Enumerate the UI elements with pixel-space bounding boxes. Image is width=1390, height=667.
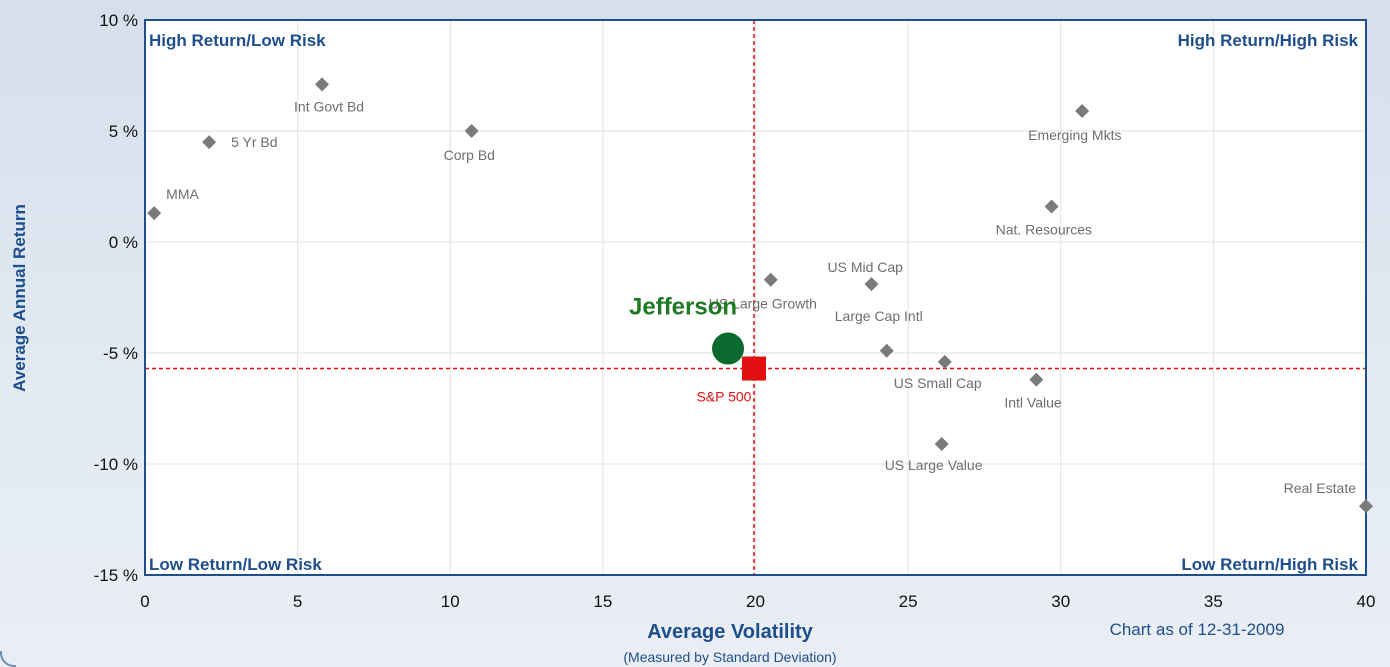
data-point-label: US Small Cap [894, 375, 982, 391]
data-point-label: Large Cap Intl [835, 308, 923, 324]
highlight-points: Jefferson S&P 500 [629, 294, 766, 405]
data-point-label: MMA [166, 186, 199, 202]
data-point-label: US Mid Cap [827, 259, 903, 275]
data-point-label: Corp Bd [444, 147, 495, 163]
chart-date-note: Chart as of 12-31-2009 [1110, 620, 1285, 639]
data-point-marker [464, 124, 479, 138]
data-point-marker [1075, 104, 1090, 119]
data-point-label: US Large Value [885, 457, 983, 473]
y-tick-label: 0 % [109, 233, 138, 252]
x-tick-label: 10 [441, 592, 460, 611]
data-point-marker [1044, 199, 1059, 214]
data-point-marker [934, 437, 949, 452]
grid-lines [145, 20, 1366, 575]
axis-ticks: 0 5 10 15 20 25 30 35 40 10 % 5 % 0 % -5 % -10 % -15 % [94, 11, 1376, 611]
data-point-label: US Large Growth [709, 296, 817, 312]
data-point-marker [864, 277, 879, 292]
quadrant-label-bottom-right: Low Return/High Risk [1181, 555, 1358, 574]
data-point-label: Emerging Mkts [1028, 127, 1121, 143]
data-point-marker [1029, 372, 1044, 387]
jefferson-marker [712, 332, 745, 365]
y-tick-label: -10 % [94, 455, 138, 474]
x-tick-label: 25 [899, 592, 918, 611]
sp500-label: S&P 500 [696, 389, 751, 405]
y-axis-title: Average Annual Return [10, 204, 29, 392]
data-point-marker [879, 343, 894, 358]
x-tick-label: 5 [293, 592, 302, 611]
x-tick-label: 0 [140, 592, 149, 611]
plot-border [144, 19, 1367, 576]
sp500-marker [741, 356, 766, 381]
jefferson-label: Jefferson [629, 294, 737, 321]
quadrant-label-top-left: High Return/Low Risk [149, 31, 326, 50]
data-point-marker [147, 206, 162, 221]
data-point-label: Nat. Resources [996, 221, 1092, 237]
data-point-label: Real Estate [1284, 480, 1357, 496]
data-point-label: 5 Yr Bd [231, 134, 277, 150]
quadrant-label-top-right: High Return/High Risk [1178, 31, 1359, 50]
frame-corner [0, 651, 16, 667]
x-axis-title: Average Volatility [647, 621, 813, 643]
data-points: MMA 5 Yr Bd Int Govt Bd Corp Bd Emerging Mkt… [147, 77, 1373, 514]
y-tick-label: 10 % [99, 11, 138, 30]
quadrant-label-bottom-left: Low Return/Low Risk [149, 555, 322, 574]
x-tick-label: 35 [1204, 592, 1223, 611]
x-tick-label: 15 [593, 592, 612, 611]
data-point-marker [1359, 499, 1373, 514]
data-point-marker [763, 272, 778, 287]
data-point-marker [315, 77, 330, 92]
data-point-label: Int Govt Bd [294, 98, 364, 114]
data-point-marker [937, 354, 952, 369]
x-tick-label: 30 [1051, 592, 1070, 611]
y-tick-label: -15 % [94, 566, 138, 585]
x-tick-label: 40 [1357, 592, 1376, 611]
data-point-marker [202, 135, 217, 150]
quadrant-labels: High Return/Low Risk High Return/High Ri… [149, 31, 1359, 574]
y-tick-label: -5 % [103, 344, 138, 363]
x-axis-subtitle: (Measured by Standard Deviation) [623, 649, 836, 665]
x-tick-label: 20 [746, 592, 765, 611]
data-point-label: Intl Value [1004, 395, 1062, 411]
y-tick-label: 5 % [109, 122, 138, 141]
